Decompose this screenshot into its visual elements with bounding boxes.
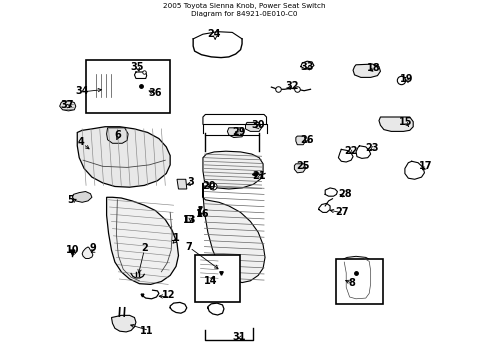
Text: 1: 1 [172, 233, 179, 243]
Polygon shape [90, 71, 116, 100]
Text: 28: 28 [337, 189, 351, 199]
Text: 17: 17 [418, 161, 431, 171]
Text: 2: 2 [141, 243, 147, 253]
Text: 10: 10 [65, 245, 79, 255]
Bar [336, 259, 382, 304]
Text: 34: 34 [75, 86, 89, 96]
Text: 18: 18 [366, 63, 380, 73]
Bar [194, 255, 239, 302]
Polygon shape [294, 164, 305, 173]
Polygon shape [378, 117, 412, 131]
Polygon shape [227, 128, 243, 138]
Polygon shape [341, 256, 372, 301]
Polygon shape [106, 128, 128, 143]
Polygon shape [131, 78, 145, 95]
Text: 27: 27 [335, 207, 348, 217]
Polygon shape [295, 136, 305, 145]
Text: 20: 20 [202, 181, 216, 192]
Text: 12: 12 [162, 290, 175, 300]
Polygon shape [111, 315, 136, 332]
Polygon shape [245, 122, 261, 131]
Text: 29: 29 [231, 127, 245, 138]
Text: 6: 6 [114, 130, 121, 140]
Text: 37: 37 [61, 100, 74, 110]
Text: 25: 25 [296, 161, 309, 171]
Text: 23: 23 [364, 143, 378, 153]
Text: 31: 31 [232, 332, 246, 342]
Text: 2005 Toyota Sienna Knob, Power Seat Switch
Diagram for 84921-0E010-C0: 2005 Toyota Sienna Knob, Power Seat Swit… [163, 3, 325, 17]
Polygon shape [352, 64, 380, 77]
Bar [85, 60, 169, 113]
Polygon shape [106, 197, 178, 284]
Polygon shape [77, 127, 170, 187]
Text: 5: 5 [67, 195, 74, 205]
Text: 4: 4 [77, 137, 84, 147]
Polygon shape [60, 101, 76, 111]
Text: 36: 36 [148, 88, 162, 98]
Text: 22: 22 [344, 146, 357, 156]
Text: 11: 11 [140, 326, 153, 336]
Text: 21: 21 [252, 171, 265, 181]
Text: 19: 19 [399, 74, 413, 84]
Polygon shape [199, 256, 219, 281]
Text: 15: 15 [398, 117, 412, 127]
Text: 24: 24 [207, 29, 221, 39]
Text: 14: 14 [203, 276, 217, 286]
Text: 3: 3 [187, 177, 194, 187]
Text: 8: 8 [348, 278, 355, 288]
Text: 33: 33 [300, 62, 313, 72]
Text: 35: 35 [130, 62, 143, 72]
Text: 16: 16 [196, 209, 209, 219]
Polygon shape [184, 215, 191, 222]
Text: 30: 30 [251, 120, 264, 130]
Polygon shape [72, 192, 92, 202]
Text: 7: 7 [184, 242, 191, 252]
Text: 32: 32 [285, 81, 299, 91]
Polygon shape [177, 179, 186, 189]
Text: 9: 9 [89, 243, 96, 253]
Text: 13: 13 [183, 215, 196, 225]
Polygon shape [82, 247, 93, 258]
Text: 26: 26 [300, 135, 313, 145]
Polygon shape [203, 151, 263, 189]
Polygon shape [203, 183, 264, 283]
